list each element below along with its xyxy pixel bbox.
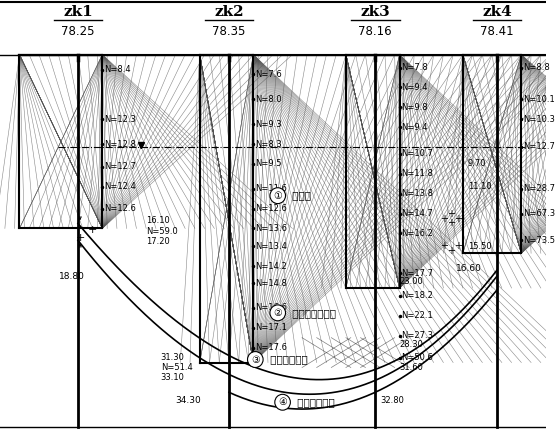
Text: N=22.1: N=22.1	[402, 311, 433, 320]
Text: N=7.8: N=7.8	[402, 63, 428, 72]
Text: N=9.3: N=9.3	[255, 120, 282, 128]
Text: 16.60: 16.60	[456, 264, 482, 273]
Text: 素填土: 素填土	[290, 191, 311, 201]
Circle shape	[270, 188, 286, 204]
Text: N=16.6: N=16.6	[255, 303, 287, 312]
Text: N=7.6: N=7.6	[255, 70, 282, 79]
Text: +: +	[454, 241, 462, 251]
Text: +: +	[447, 208, 455, 218]
Text: N=27.3: N=27.3	[402, 331, 433, 340]
Text: 33.10: 33.10	[161, 373, 185, 382]
Text: N=8.4: N=8.4	[104, 65, 131, 74]
Text: 78.35: 78.35	[212, 25, 246, 38]
Text: N=12.6: N=12.6	[255, 204, 287, 213]
Text: N=9.4: N=9.4	[402, 123, 428, 132]
Text: ④: ④	[278, 397, 287, 407]
Text: N=17.1: N=17.1	[255, 323, 287, 332]
Text: 78.25: 78.25	[61, 25, 95, 38]
Text: ③: ③	[251, 354, 260, 364]
Text: N=12.3: N=12.3	[104, 114, 136, 124]
Text: zk2: zk2	[214, 5, 244, 19]
Text: N=10.1: N=10.1	[523, 95, 555, 104]
Text: zk1: zk1	[63, 5, 93, 19]
Text: N=14.8: N=14.8	[255, 278, 287, 288]
Text: 32.80: 32.80	[380, 396, 404, 405]
Text: N=8.0: N=8.0	[255, 95, 282, 104]
Text: N=12.7: N=12.7	[104, 163, 136, 171]
Text: N=13.4: N=13.4	[255, 242, 287, 251]
Text: 28.30: 28.30	[399, 340, 423, 349]
Text: N=11.8: N=11.8	[402, 169, 433, 178]
Text: 中风化花岗岩: 中风化花岗岩	[295, 397, 335, 407]
Text: N=13.8: N=13.8	[402, 189, 433, 198]
Text: +: +	[440, 214, 449, 223]
Text: N=67.3: N=67.3	[523, 209, 556, 218]
Text: 34.30: 34.30	[175, 396, 201, 405]
Text: 23.00: 23.00	[399, 277, 423, 285]
Text: +: +	[88, 225, 97, 236]
Text: N=13.6: N=13.6	[255, 224, 287, 233]
Text: N=50.6: N=50.6	[402, 353, 433, 362]
Text: N=9.5: N=9.5	[255, 160, 282, 168]
Text: N=11.6: N=11.6	[255, 184, 287, 193]
Text: N=73.5: N=73.5	[523, 236, 556, 245]
Text: N=18.2: N=18.2	[402, 291, 433, 301]
Text: 18.80: 18.80	[58, 272, 85, 281]
Text: N=8.8: N=8.8	[523, 63, 550, 72]
Text: +: +	[440, 241, 449, 251]
Text: N=10.3: N=10.3	[523, 114, 555, 124]
Text: N=12.8: N=12.8	[104, 139, 136, 149]
Text: 残积砂质粘性土: 残积砂质粘性土	[290, 308, 337, 318]
Text: 17.20: 17.20	[146, 237, 170, 246]
Text: +: +	[447, 246, 455, 256]
Text: +: +	[447, 218, 455, 229]
Text: +: +	[76, 233, 86, 243]
Circle shape	[275, 394, 291, 410]
Text: 31.60: 31.60	[399, 363, 423, 372]
Text: N=17.7: N=17.7	[402, 269, 433, 277]
Text: N=12.6: N=12.6	[104, 204, 136, 213]
Text: 9.70: 9.70	[468, 160, 486, 168]
Text: 78.41: 78.41	[480, 25, 514, 38]
Text: N=9.8: N=9.8	[402, 103, 428, 112]
Text: +: +	[454, 214, 462, 223]
Text: N=14.7: N=14.7	[402, 209, 433, 218]
Text: N=17.6: N=17.6	[255, 343, 287, 352]
Text: zk4: zk4	[482, 5, 512, 19]
Text: zk3: zk3	[360, 5, 390, 19]
Circle shape	[270, 305, 286, 321]
Text: 78.16: 78.16	[358, 25, 392, 38]
Text: ①: ①	[273, 191, 282, 201]
Text: 11.10: 11.10	[468, 182, 491, 191]
Text: N=12.4: N=12.4	[104, 182, 136, 191]
Text: N=8.3: N=8.3	[255, 139, 282, 149]
Circle shape	[248, 352, 263, 368]
Text: N=51.4: N=51.4	[161, 363, 193, 372]
Text: N=14.2: N=14.2	[255, 262, 287, 271]
Text: N=10.7: N=10.7	[402, 149, 433, 159]
Text: 强风化花岗岩: 强风化花岗岩	[267, 354, 308, 364]
Text: 31.30: 31.30	[161, 353, 185, 362]
Text: 15.50: 15.50	[468, 242, 491, 251]
Text: N=9.4: N=9.4	[402, 83, 428, 92]
Text: 16.10: 16.10	[146, 216, 170, 225]
Text: N=16.2: N=16.2	[402, 229, 433, 238]
Text: N=12.7: N=12.7	[523, 142, 555, 152]
Text: ②: ②	[273, 308, 282, 318]
Text: N=59.0: N=59.0	[146, 227, 178, 236]
Text: N=28.7: N=28.7	[523, 184, 556, 193]
